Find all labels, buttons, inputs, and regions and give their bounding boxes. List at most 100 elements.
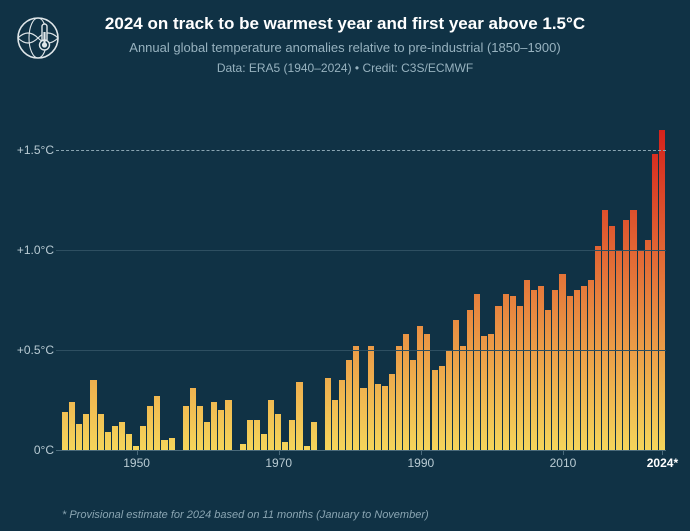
bar [382,386,388,450]
x-tick [279,450,280,455]
bar [375,384,381,450]
bar [69,402,75,450]
bar [140,426,146,450]
bar [552,290,558,450]
chart-figure: 2024 on track to be warmest year and fir… [0,0,690,531]
bar [588,280,594,450]
gridline [56,150,666,151]
x-axis-label: 2024* [647,456,678,470]
bar [524,280,530,450]
bar [325,378,331,450]
bar [161,440,167,450]
bar [119,422,125,450]
bar [211,402,217,450]
bar [169,438,175,450]
x-tick [421,450,422,455]
y-axis-label: +0.5°C [4,343,54,357]
bar [432,370,438,450]
bar [147,406,153,450]
chart-subtitle: Annual global temperature anomalies rela… [0,40,690,55]
bar [396,346,402,450]
bar [353,346,359,450]
chart-title: 2024 on track to be warmest year and fir… [0,14,690,34]
bar [609,226,615,450]
bar [112,426,118,450]
bar [261,434,267,450]
bar [339,380,345,450]
y-axis-label: +1.5°C [4,143,54,157]
bar [62,412,68,450]
bar [190,388,196,450]
bar [197,406,203,450]
bar [268,400,274,450]
bar [595,246,601,450]
bar [105,432,111,450]
bar [517,306,523,450]
gridline [56,350,666,351]
bar [389,374,395,450]
bar [204,422,210,450]
bar [439,366,445,450]
bar [453,320,459,450]
bar [467,310,473,450]
bar [83,414,89,450]
bars-container [62,110,666,450]
x-axis-label: 2010 [550,456,577,470]
bar [538,286,544,450]
bar [90,380,96,450]
bar [659,130,665,450]
chart-credit: Data: ERA5 (1940–2024) • Credit: C3S/ECM… [0,61,690,75]
bar [574,290,580,450]
bar [424,334,430,450]
bar [296,382,302,450]
bar [510,296,516,450]
bar [282,442,288,450]
bar [602,210,608,450]
y-axis-label: +1.0°C [4,243,54,257]
bar [311,422,317,450]
bar [645,240,651,450]
bar [247,420,253,450]
bar [368,346,374,450]
bar [154,396,160,450]
bar [460,346,466,450]
y-axis-label: 0°C [4,443,54,457]
bar [225,400,231,450]
footnote: * Provisional estimate for 2024 based on… [62,509,429,521]
bar [403,334,409,450]
header-block: 2024 on track to be warmest year and fir… [0,14,690,75]
bar [446,350,452,450]
bar [652,154,658,450]
bar [623,220,629,450]
x-tick [137,450,138,455]
gridline [56,250,666,251]
bar [417,326,423,450]
bar [410,360,416,450]
bar [76,424,82,450]
x-tick [563,450,564,455]
bar [545,310,551,450]
x-axis-label: 1970 [265,456,292,470]
x-tick [662,450,663,455]
bar [275,414,281,450]
bar [183,406,189,450]
bar [581,286,587,450]
bar [630,210,636,450]
bar [98,414,104,450]
bar [559,274,565,450]
x-axis-label: 1950 [123,456,150,470]
bar [332,400,338,450]
bar [289,420,295,450]
chart-area: 0°C+0.5°C+1.0°C+1.5°C1950197019902010202… [62,110,666,470]
bar [474,294,480,450]
x-axis-label: 1990 [407,456,434,470]
bar [495,306,501,450]
bar [218,410,224,450]
bar [346,360,352,450]
bar [531,290,537,450]
bar [360,388,366,450]
bar [126,434,132,450]
bar [567,296,573,450]
bar [254,420,260,450]
gridline [56,450,666,451]
